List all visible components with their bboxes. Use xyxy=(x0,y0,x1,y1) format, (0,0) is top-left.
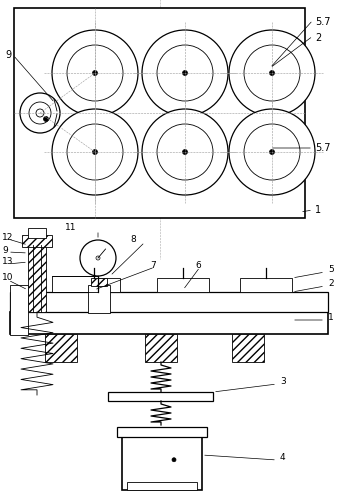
Text: 13: 13 xyxy=(2,257,14,266)
Bar xyxy=(127,482,197,490)
Circle shape xyxy=(183,150,188,155)
Text: 2: 2 xyxy=(328,279,334,288)
Circle shape xyxy=(80,240,116,276)
Circle shape xyxy=(93,150,98,155)
Circle shape xyxy=(142,30,228,116)
Bar xyxy=(14,8,305,218)
Bar xyxy=(232,334,264,362)
Circle shape xyxy=(244,124,300,180)
Bar xyxy=(108,392,213,401)
Text: 1: 1 xyxy=(328,313,334,322)
Bar xyxy=(52,276,98,292)
Circle shape xyxy=(67,45,123,101)
Text: 8: 8 xyxy=(130,236,136,245)
Bar xyxy=(145,334,177,362)
Bar xyxy=(22,235,52,247)
Circle shape xyxy=(93,70,98,75)
Circle shape xyxy=(67,124,123,180)
Text: 5.7: 5.7 xyxy=(315,143,330,153)
Bar xyxy=(117,427,207,437)
Text: 12: 12 xyxy=(2,233,14,242)
Bar xyxy=(91,278,107,286)
Circle shape xyxy=(96,256,100,260)
Text: 5: 5 xyxy=(328,265,334,274)
Circle shape xyxy=(52,30,138,116)
Bar xyxy=(68,278,120,292)
Bar xyxy=(28,228,46,238)
Bar xyxy=(10,312,328,334)
Text: 4: 4 xyxy=(280,454,286,463)
Circle shape xyxy=(269,70,274,75)
Circle shape xyxy=(244,45,300,101)
Text: 5.7: 5.7 xyxy=(315,17,330,27)
Bar xyxy=(240,278,292,292)
Circle shape xyxy=(229,109,315,195)
Circle shape xyxy=(36,109,44,117)
Circle shape xyxy=(142,109,228,195)
Circle shape xyxy=(157,45,213,101)
Text: 9: 9 xyxy=(5,50,11,60)
Circle shape xyxy=(269,150,274,155)
Text: 3: 3 xyxy=(280,378,286,387)
Text: 2: 2 xyxy=(315,33,321,43)
Circle shape xyxy=(29,102,51,124)
Circle shape xyxy=(20,93,60,133)
Bar xyxy=(88,285,110,313)
Text: 11: 11 xyxy=(65,224,77,233)
Bar xyxy=(45,334,77,362)
Circle shape xyxy=(52,109,138,195)
Circle shape xyxy=(43,116,48,121)
Text: 1: 1 xyxy=(315,205,321,215)
Circle shape xyxy=(229,30,315,116)
Text: 6: 6 xyxy=(195,260,201,269)
Text: 9: 9 xyxy=(2,246,8,254)
Bar xyxy=(10,285,28,335)
Bar xyxy=(28,245,46,312)
Circle shape xyxy=(183,70,188,75)
Bar xyxy=(157,278,209,292)
Text: 10: 10 xyxy=(2,273,14,282)
Circle shape xyxy=(157,124,213,180)
Text: 7: 7 xyxy=(150,260,156,269)
Bar xyxy=(10,292,328,312)
Bar xyxy=(122,435,202,490)
Circle shape xyxy=(172,458,176,462)
